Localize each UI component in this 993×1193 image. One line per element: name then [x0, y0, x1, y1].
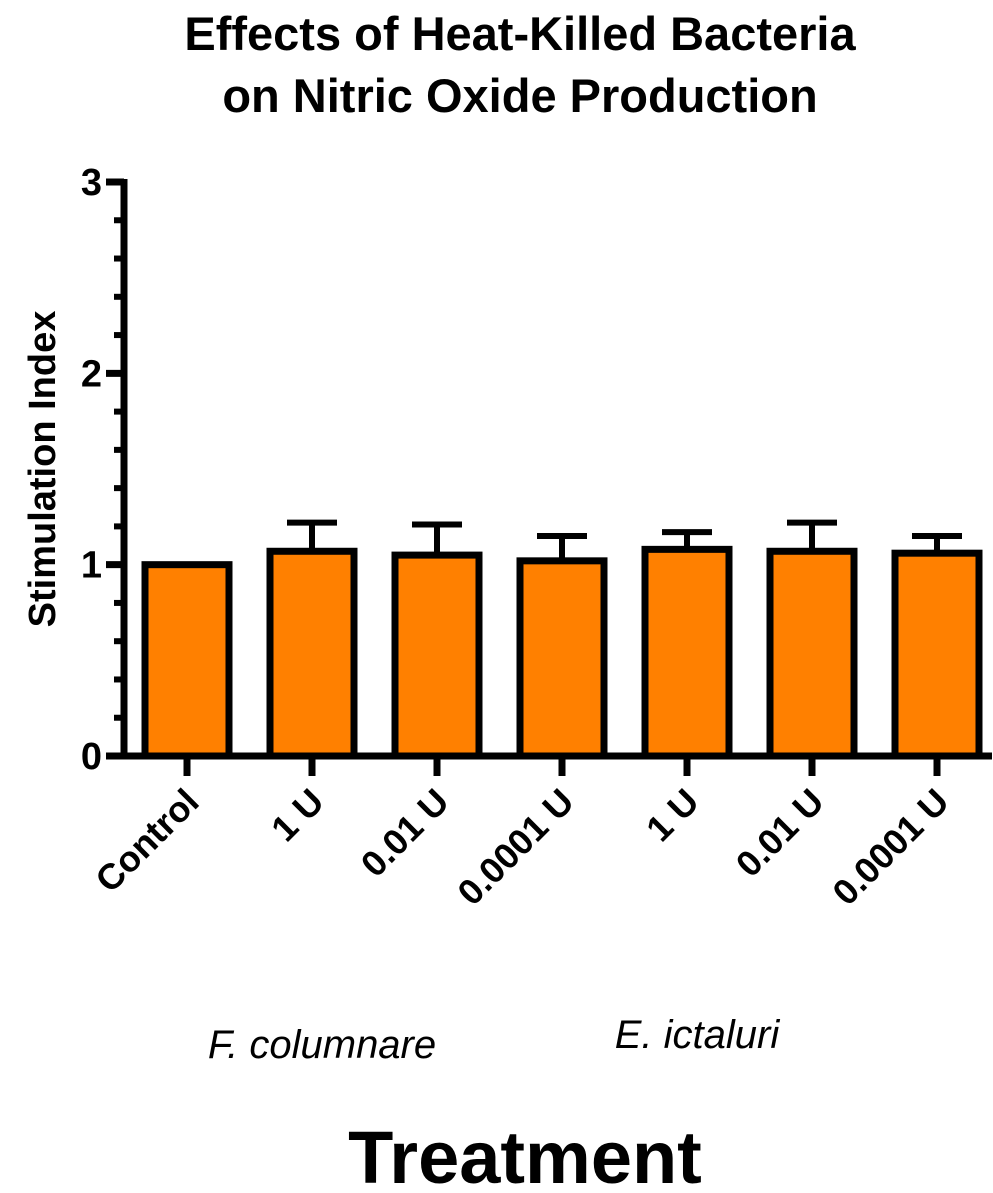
y-tick-label: 2: [81, 353, 102, 395]
y-tick-label: 3: [81, 162, 102, 204]
x-tick-label: 1 U: [263, 781, 332, 850]
x-tick-label: 0.01 U: [353, 781, 457, 885]
x-tick-label: 0.01 U: [728, 781, 832, 885]
bar: [141, 561, 233, 760]
bar: [516, 557, 608, 760]
group-label: E. ictaluri: [615, 1013, 781, 1057]
y-tick-label: 1: [81, 545, 102, 587]
x-tick-label: 1 U: [638, 781, 707, 850]
chart-title: on Nitric Oxide Production: [222, 69, 817, 122]
x-tick-label: Control: [87, 781, 206, 900]
bar: [641, 545, 733, 760]
group-label: F. columnare: [208, 1023, 436, 1067]
bar: [266, 547, 358, 760]
y-tick-label: 0: [81, 736, 102, 778]
chart-title: Effects of Heat-Killed Bacteria: [184, 7, 856, 60]
x-tick-label: 0.0001 U: [449, 781, 581, 913]
y-axis-label: Stimulation Index: [22, 311, 64, 628]
bar: [391, 551, 483, 760]
bar: [891, 549, 983, 760]
x-tick-label: 0.0001 U: [824, 781, 956, 913]
x-axis-label: Treatment: [348, 1116, 702, 1193]
bar: [766, 547, 858, 760]
